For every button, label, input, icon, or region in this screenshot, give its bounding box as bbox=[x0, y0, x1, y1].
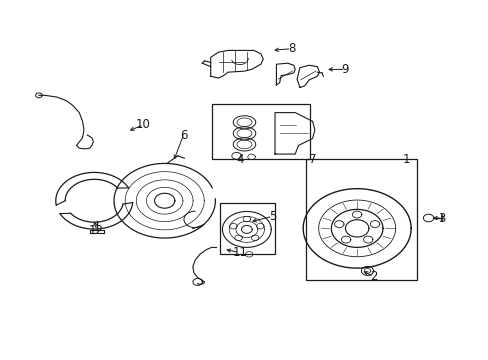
Bar bbox=[220, 203, 275, 254]
Bar bbox=[211, 104, 309, 159]
Text: 7: 7 bbox=[308, 153, 316, 166]
Bar bbox=[306, 159, 416, 280]
Text: 8: 8 bbox=[287, 42, 295, 55]
Text: 9: 9 bbox=[341, 63, 348, 76]
Text: 6: 6 bbox=[180, 129, 187, 141]
Text: 1: 1 bbox=[402, 153, 409, 166]
Text: 4: 4 bbox=[236, 153, 243, 166]
Text: 10: 10 bbox=[136, 118, 151, 131]
Text: 12: 12 bbox=[89, 224, 104, 237]
Text: 3: 3 bbox=[437, 212, 445, 225]
Text: 5: 5 bbox=[268, 210, 276, 223]
Text: 2: 2 bbox=[369, 270, 377, 283]
Text: 11: 11 bbox=[232, 246, 247, 259]
